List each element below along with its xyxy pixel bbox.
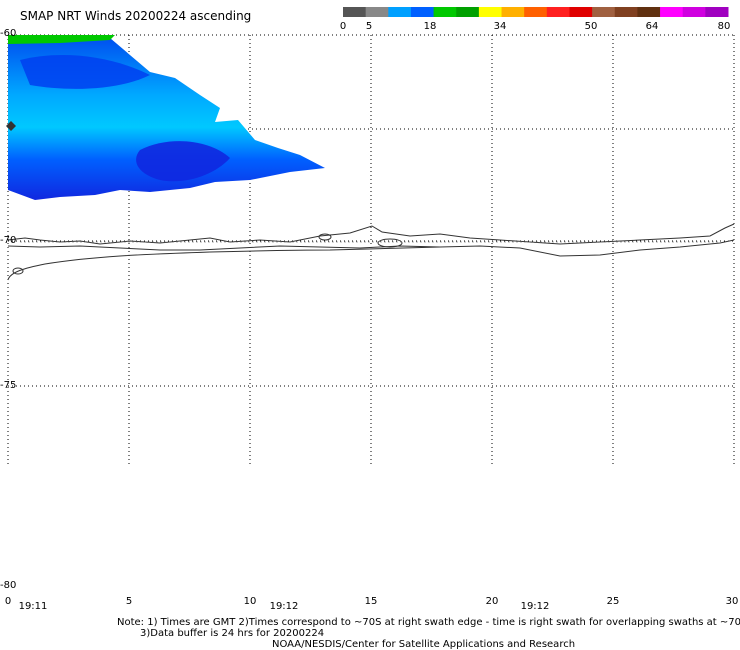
lat-label-80: -80: [0, 580, 17, 591]
note-line-3: NOAA/NESDIS/Center for Satellite Applica…: [272, 639, 576, 650]
colorbar-label-64: 64: [645, 21, 659, 32]
colorbar-segment: [592, 7, 616, 17]
colorbar-label-34: 34: [493, 21, 507, 32]
lon-label-20: 20: [485, 596, 499, 607]
colorbar-segment: [501, 7, 525, 17]
colorbar-segment: [410, 7, 435, 17]
colorbar-segment: [569, 7, 593, 17]
colorbar-segment: [388, 7, 412, 17]
note-line-2: 3)Data buffer is 24 hrs for 20200224: [140, 628, 325, 639]
lat-label-70: -70: [0, 235, 17, 246]
lon-label-0: 0: [4, 596, 12, 607]
lat-label-75: -75: [0, 380, 17, 391]
position-marker: [6, 121, 16, 131]
colorbar-segment: [524, 7, 548, 17]
colorbar: [343, 7, 729, 17]
lon-label-15: 15: [364, 596, 378, 607]
lon-label-5: 5: [125, 596, 133, 607]
colorbar-segment: [682, 7, 706, 17]
time-label-3: 19:12: [520, 601, 550, 612]
lon-label-10: 10: [243, 596, 257, 607]
colorbar-label-5: 5: [365, 21, 373, 32]
wind-swath: [8, 35, 325, 200]
colorbar-label-50: 50: [584, 21, 598, 32]
colorbar-segment: [433, 7, 457, 17]
colorbar-segment: [660, 7, 684, 17]
colorbar-segment: [343, 7, 367, 17]
time-label-1: 19:11: [18, 601, 48, 612]
colorbar-segment: [546, 7, 570, 17]
lon-label-30: 30: [725, 596, 739, 607]
map-title: SMAP NRT Winds 20200224 ascending: [20, 9, 252, 23]
colorbar-segment: [456, 7, 480, 17]
colorbar-segment: [705, 7, 729, 17]
lat-label-60: -60: [0, 28, 17, 39]
colorbar-label-80: 80: [717, 21, 731, 32]
lon-label-25: 25: [606, 596, 620, 607]
colorbar-segment: [365, 7, 389, 17]
time-label-2: 19:12: [269, 601, 299, 612]
colorbar-label-0: 0: [339, 21, 347, 32]
colorbar-segment: [478, 7, 503, 17]
colorbar-segment: [637, 7, 661, 17]
note-line-1: Note: 1) Times are GMT 2)Times correspon…: [117, 617, 740, 628]
colorbar-label-18: 18: [423, 21, 437, 32]
coastline: [7, 223, 735, 281]
colorbar-segment: [614, 7, 638, 17]
